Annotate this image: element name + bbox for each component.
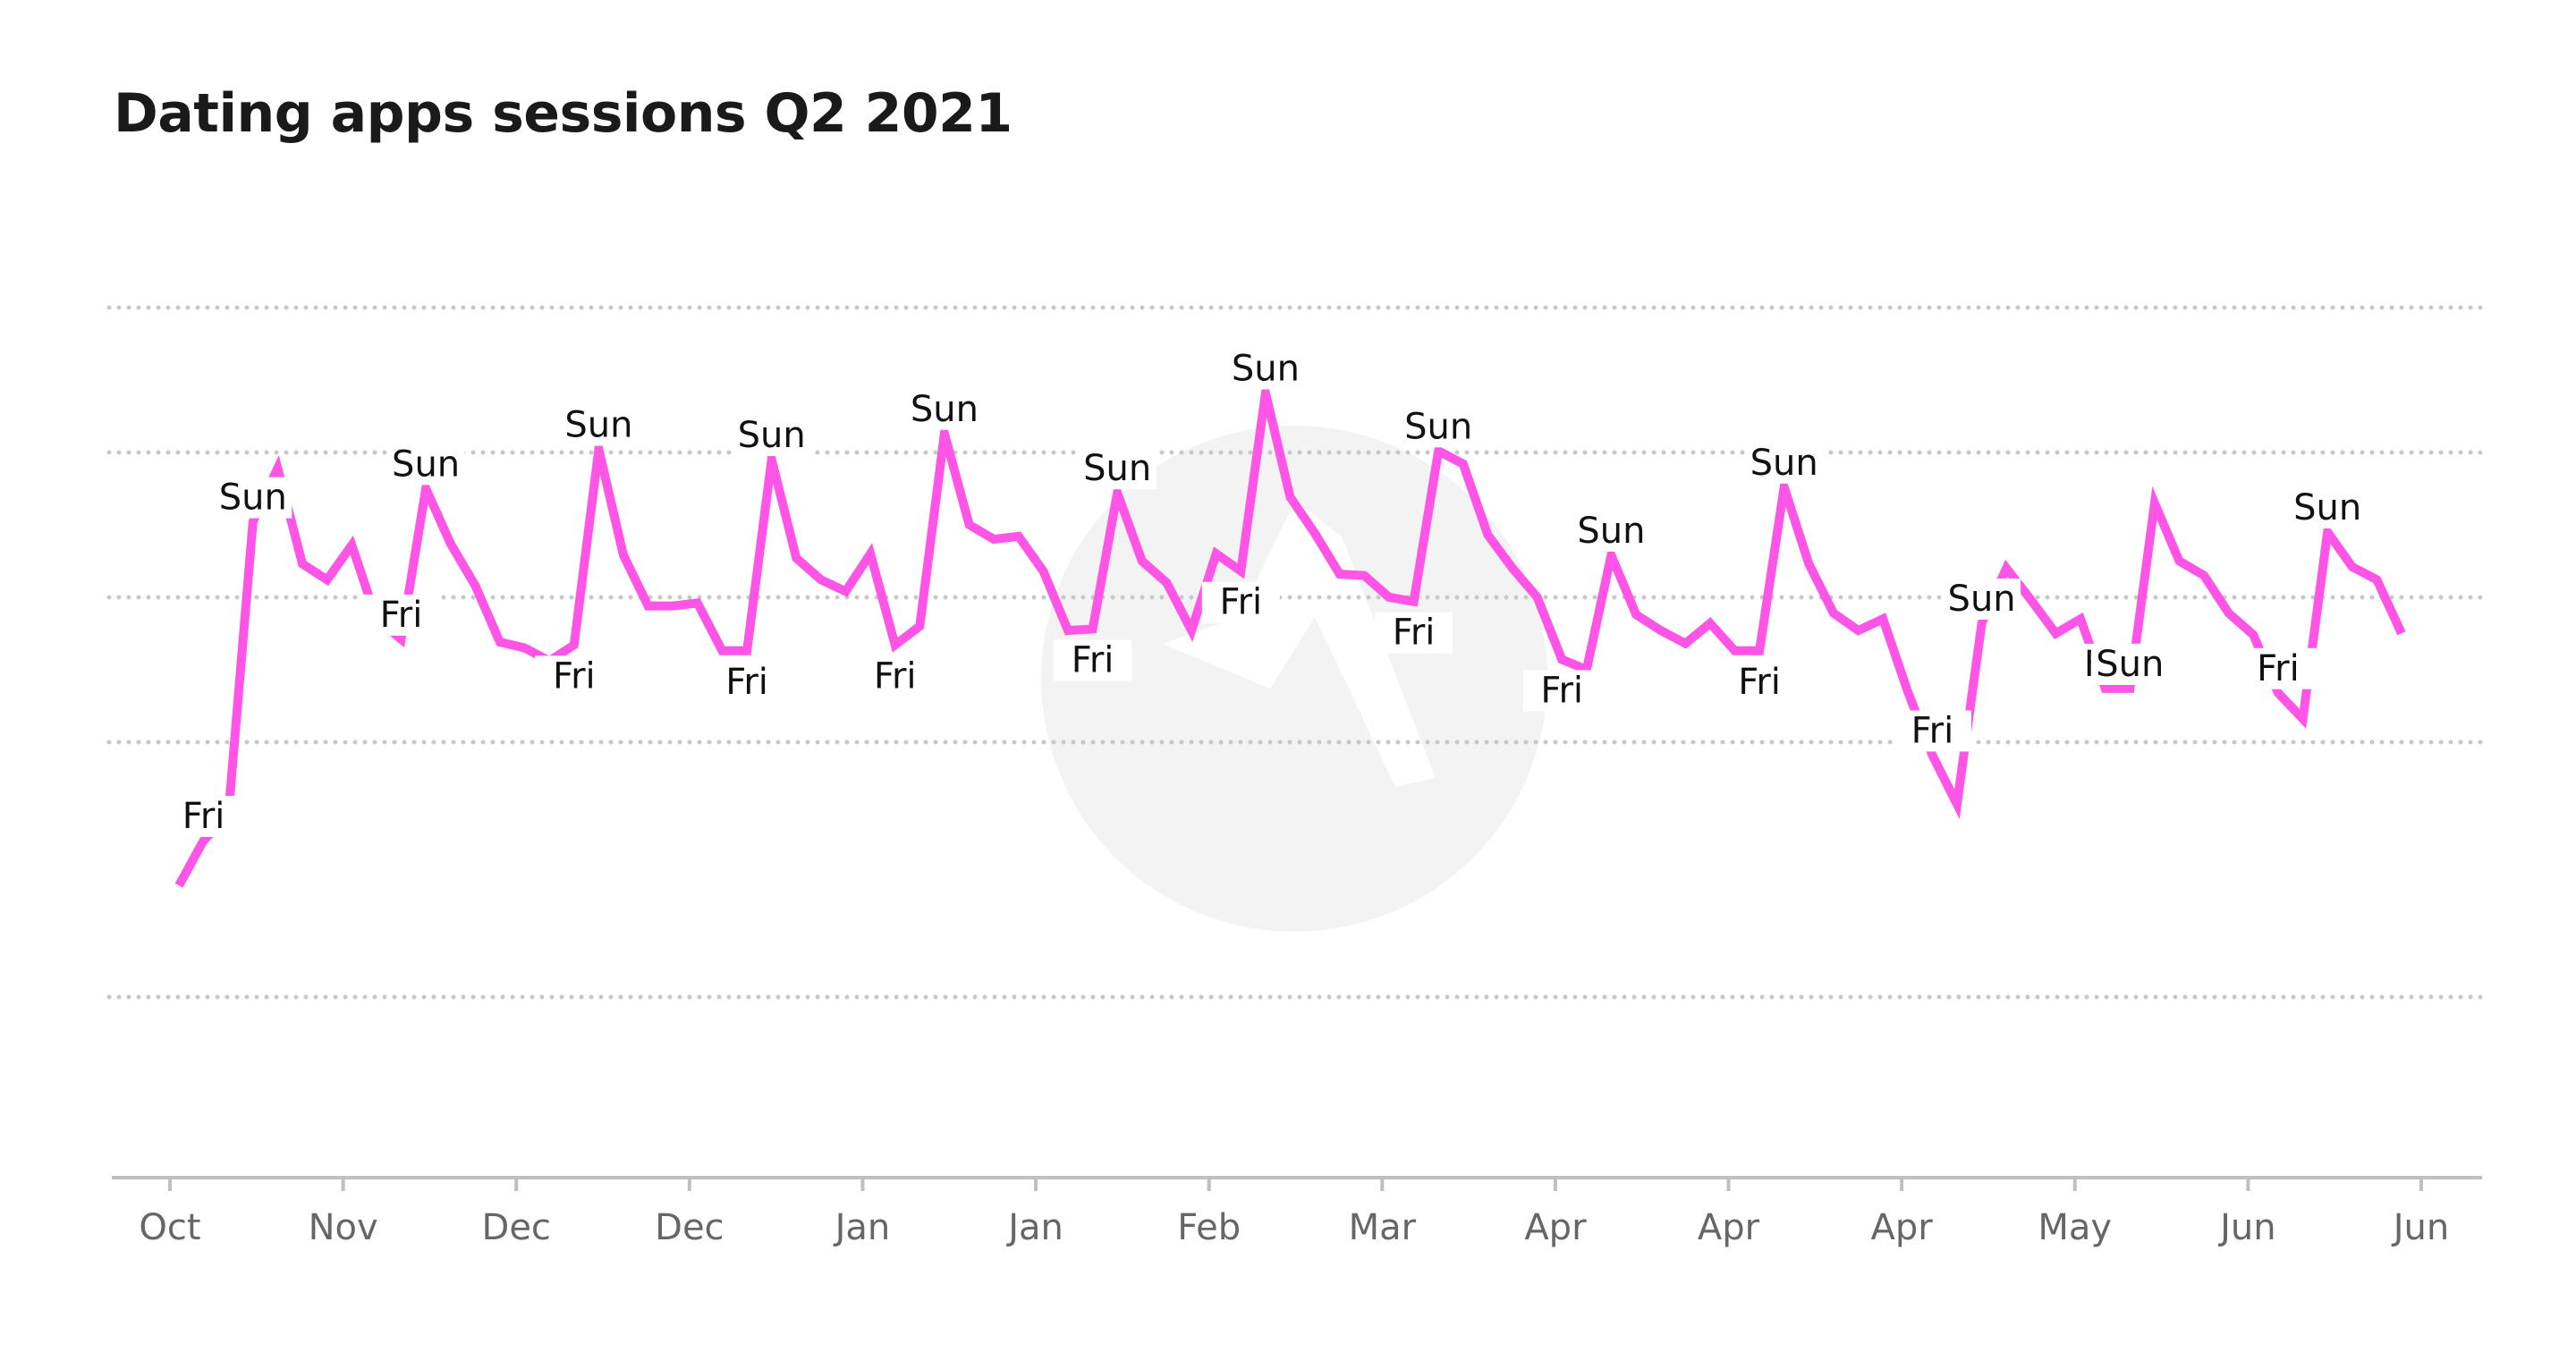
day-label-bg [708, 661, 786, 703]
day-label: Sun [1577, 511, 1645, 552]
x-tick-label: Dec [655, 1207, 724, 1248]
day-label-bg [1375, 612, 1453, 654]
day-label-bg [165, 796, 243, 837]
day-label-bg [214, 477, 292, 519]
day-label: Sun [392, 444, 460, 485]
x-tick-label: Jan [1005, 1207, 1063, 1248]
x-tick-label: Apr [1524, 1207, 1587, 1248]
x-tick-label: Apr [1871, 1207, 1934, 1248]
day-label-bg [1572, 510, 1650, 552]
day-label: Sun [2096, 644, 2164, 685]
x-tick-label: May [2038, 1207, 2112, 1248]
day-label-bg [856, 655, 935, 697]
day-label-bg [1720, 661, 1799, 703]
day-label-bg [1226, 348, 1305, 390]
x-tick-label: Jun [2217, 1207, 2276, 1248]
day-label-bg [1943, 579, 2021, 620]
day-label: Fri [725, 662, 768, 703]
x-tick-label: Oct [139, 1207, 200, 1248]
day-label: Sun [1232, 349, 1300, 390]
x-tick-label: Jan [833, 1207, 891, 1248]
day-label: Fri [182, 796, 225, 837]
x-tick-label: Apr [1698, 1207, 1760, 1248]
x-tick-label: Dec [482, 1207, 551, 1248]
day-label-bg [1745, 442, 1824, 484]
day-label-bg [1078, 448, 1157, 490]
day-label: Fri [1219, 582, 1262, 623]
x-tick-label: Feb [1177, 1207, 1241, 1248]
watermark-glyph [1163, 501, 1436, 787]
day-label: Sun [564, 405, 632, 446]
day-label: Sun [1948, 579, 2016, 620]
day-label-bg [2090, 643, 2169, 685]
x-tick-label: Jun [2391, 1207, 2450, 1248]
day-label: Fri [2257, 648, 2300, 689]
day-label: Fri [1911, 711, 1954, 752]
x-tick-label: Mar [1349, 1207, 1417, 1248]
day-label-bg [1893, 710, 1971, 752]
day-label: Fri [1738, 662, 1781, 703]
day-label-bg [535, 655, 614, 697]
day-label: Fri [1540, 671, 1583, 712]
day-label: Sun [219, 477, 287, 519]
day-label-bg [905, 388, 984, 430]
day-label: Sun [1404, 406, 1472, 447]
day-label: Fri [1072, 640, 1114, 681]
x-tick-label: Nov [309, 1207, 378, 1248]
day-label: Fri [874, 655, 917, 697]
day-label: Sun [738, 415, 806, 456]
day-label-bg [1201, 581, 1280, 623]
day-label-bg [362, 594, 440, 636]
day-labels: Fri Sun Fri Sun Fri Sun Fri Sun Fri Sun Fri Sun Fri S… [165, 348, 2367, 837]
day-label-bg [2288, 487, 2367, 528]
day-label-bg [559, 404, 638, 446]
day-label-bg [1399, 406, 1478, 448]
day-label-bg [386, 444, 465, 486]
day-label-bg [733, 415, 811, 456]
day-label: Fri [553, 655, 596, 697]
day-label: Sun [2293, 487, 2361, 528]
x-axis: Oct Nov Dec Dec Jan Jan Feb Mar Apr Apr Apr May Jun J… [112, 1176, 2482, 1248]
day-label: Sun [1083, 448, 1151, 489]
gridlines [106, 305, 2485, 1000]
day-label-bg [1522, 670, 1601, 712]
day-label: Sun [1750, 443, 1818, 484]
chart-title: Dating apps sessions Q2 2021 [114, 82, 1013, 145]
day-label: Fri [1393, 613, 1436, 654]
day-label: Fri [380, 595, 423, 636]
day-label-bg [2239, 647, 2318, 689]
day-label-bg [1054, 639, 1132, 681]
day-label: Sun [911, 389, 979, 430]
